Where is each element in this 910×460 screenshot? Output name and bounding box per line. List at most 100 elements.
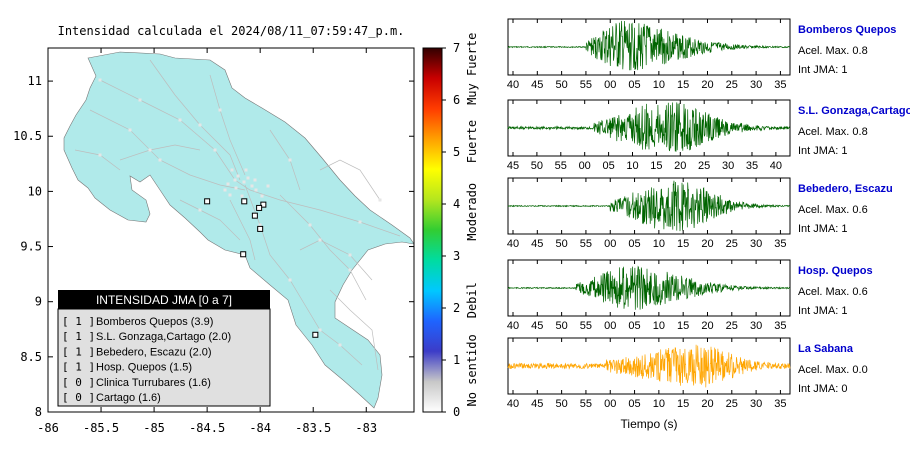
waveform-5-tick-label-5: 00	[604, 398, 616, 410]
road-10	[299, 239, 373, 281]
colorbar-label-3: Moderado	[465, 183, 479, 241]
waveform-1-tick-label-2: 45	[531, 79, 543, 91]
town-dot-1	[98, 78, 102, 82]
station-marker-4	[251, 212, 258, 219]
colorbar-tick-label-4: 3	[453, 249, 460, 263]
town-dot-38	[244, 168, 248, 172]
waveform-2-tick-label-5: 05	[602, 160, 614, 172]
colorbar-ticks: 0 1 2 3 4 5 6 7	[442, 41, 460, 419]
town-dot-10	[288, 278, 292, 282]
town-dot-11	[318, 328, 322, 332]
legend-level-3: [ 1 ]	[62, 345, 95, 358]
road-9	[119, 144, 201, 161]
waveform-3-tick-label-9: 20	[701, 238, 713, 250]
legend-level-4: [ 1 ]	[62, 361, 95, 374]
map-frame	[47, 47, 415, 413]
town-dot-24	[228, 193, 232, 197]
waveform-4-tick-label-6: 05	[628, 320, 640, 332]
town-dot-14	[348, 268, 352, 272]
waveform-trace-2	[507, 102, 791, 152]
station-marker-5	[204, 198, 211, 205]
waveform-station-name-4: Hosp. Quepos	[798, 265, 873, 277]
town-dot-16	[148, 148, 152, 152]
road-7	[279, 194, 367, 301]
waveform-3-tick-label-6: 05	[628, 238, 640, 250]
station-markers	[204, 198, 319, 338]
waveform-1-tick-label-1: 40	[507, 79, 519, 91]
town-dot-5	[158, 158, 162, 162]
waveform-5-tick-label-7: 10	[653, 398, 665, 410]
road-2	[89, 109, 246, 191]
waveform-2-tick-label-1: 45	[507, 160, 519, 172]
town-dot-23	[233, 178, 237, 182]
waveform-3-tick-label-1: 40	[507, 238, 519, 250]
waveform-5-tick-label-4: 55	[580, 398, 592, 410]
waveform-1-tick-label-5: 00	[604, 79, 616, 91]
waveform-2-tick-label-3: 55	[555, 160, 567, 172]
legend-label-4: Hosp. Quepos (1.5)	[96, 362, 192, 374]
town-dot-25	[234, 186, 238, 190]
waveform-4-tick-label-9: 20	[701, 320, 713, 332]
town-dot-37	[254, 188, 258, 192]
waveform-accel-5: Acel. Max. 0.0	[798, 364, 868, 376]
waveform-2-tick-label-6: 10	[626, 160, 638, 172]
legend-entries: [ 1 ] Bomberos Quepos (3.9)[ 1 ] S.L. Gonz…	[62, 315, 231, 404]
town-dot-19	[358, 220, 362, 224]
waveform-intensity-5: Int JMA: 0	[798, 383, 848, 395]
town-dot-7	[198, 123, 202, 127]
legend-title: INTENSIDAD JMA [0 a 7]	[96, 293, 232, 307]
colorbar-tick-label-5: 4	[453, 197, 460, 211]
town-dot-33	[266, 184, 270, 188]
map-y-tick-label-2: 8.5	[20, 350, 42, 364]
waveform-5-tick-label-8: 15	[677, 398, 689, 410]
waveform-2-tick-label-11: 35	[746, 160, 758, 172]
waveform-accel-1: Acel. Max. 0.8	[798, 45, 868, 57]
colorbar-label-5: Muy Fuerte	[465, 33, 479, 105]
colorbar-label-2: Debil	[465, 282, 479, 318]
waveform-panels: 40 45 50 55 00 05 10 15 20 25 30 35 Bomberos Quepos A…	[507, 18, 910, 431]
station-marker-2	[260, 201, 267, 208]
legend-level-5: [ 0 ]	[62, 376, 95, 389]
waveform-3-tick-label-10: 25	[726, 238, 738, 250]
waveform-trace-1	[507, 20, 791, 71]
waveform-trace-3	[507, 180, 791, 232]
waveform-4-tick-label-2: 45	[531, 320, 543, 332]
waveform-panel-1: 40 45 50 55 00 05 10 15 20 25 30 35 Bomberos Quepos A…	[507, 18, 896, 91]
waveform-1-tick-label-3: 50	[555, 79, 567, 91]
waveform-4-tick-label-1: 40	[507, 320, 519, 332]
legend-box	[57, 308, 271, 407]
waveform-3-tick-label-2: 45	[531, 238, 543, 250]
town-dot-26	[242, 180, 246, 184]
waveform-5-tick-label-2: 45	[531, 398, 543, 410]
map-y-tick-label-4: 9.5	[20, 240, 42, 254]
town-dot-22	[98, 153, 102, 157]
legend-label-5: Clinica Turrubares (1.6)	[96, 377, 211, 389]
waveform-panel-3: 40 45 50 55 00 05 10 15 20 25 30 35 Bebedero, Escazu…	[507, 177, 893, 250]
road-12	[179, 199, 241, 241]
legend-header	[58, 290, 270, 309]
town-dot-4	[213, 148, 217, 152]
waveform-2-tick-label-12: 40	[770, 160, 782, 172]
waveform-intensity-1: Int JMA: 1	[798, 64, 848, 76]
waveform-4-tick-label-8: 15	[677, 320, 689, 332]
waveform-4-tick-label-5: 00	[604, 320, 616, 332]
waveform-5-tick-label-11: 30	[750, 398, 762, 410]
waveform-1-tick-label-11: 30	[750, 79, 762, 91]
waveform-3-tick-label-8: 15	[677, 238, 689, 250]
town-markers	[98, 78, 382, 347]
waveform-4-tick-label-12: 35	[774, 320, 786, 332]
colorbar-tick-label-2: 1	[453, 353, 460, 367]
town-dot-12	[338, 343, 342, 347]
waveform-2-tick-label-10: 30	[722, 160, 734, 172]
intensity-legend: INTENSIDAD JMA [0 a 7] [ 1 ] Bomberos Que…	[57, 290, 271, 407]
town-dot-17	[348, 253, 352, 257]
town-dot-34	[260, 194, 264, 198]
map-y-axis: 8 8.5 9 9.5 10 10.5 11	[13, 74, 414, 419]
waveform-1-tick-label-12: 35	[774, 79, 786, 91]
legend-label-3: Bebedero, Escazu (2.0)	[96, 346, 212, 358]
waveform-1-tick-label-9: 20	[701, 79, 713, 91]
town-dot-13	[308, 223, 312, 227]
town-dot-30	[226, 182, 230, 186]
colorbar-tick-label-1: 0	[453, 405, 460, 419]
